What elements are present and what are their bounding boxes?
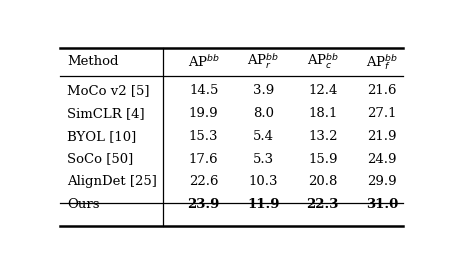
- Text: 18.1: 18.1: [308, 107, 336, 120]
- Text: 14.5: 14.5: [189, 84, 218, 97]
- Text: SimCLR [4]: SimCLR [4]: [67, 107, 144, 120]
- Text: 3.9: 3.9: [252, 84, 273, 97]
- Text: 10.3: 10.3: [248, 175, 277, 188]
- Text: 15.9: 15.9: [307, 152, 337, 166]
- Text: 15.3: 15.3: [189, 130, 218, 143]
- Text: Method: Method: [67, 55, 118, 68]
- Text: AP$^{bb}$: AP$^{bb}$: [187, 54, 219, 70]
- Text: 11.9: 11.9: [246, 198, 279, 211]
- Text: BYOL [10]: BYOL [10]: [67, 130, 136, 143]
- Text: 22.3: 22.3: [306, 198, 338, 211]
- Text: SoCo [50]: SoCo [50]: [67, 152, 133, 166]
- Text: Ours: Ours: [67, 198, 99, 211]
- Text: 20.8: 20.8: [308, 175, 336, 188]
- Text: 24.9: 24.9: [367, 152, 396, 166]
- Text: 31.0: 31.0: [365, 198, 397, 211]
- Text: 21.6: 21.6: [367, 84, 396, 97]
- Text: 8.0: 8.0: [252, 107, 273, 120]
- Text: 21.9: 21.9: [367, 130, 396, 143]
- Text: 19.9: 19.9: [189, 107, 218, 120]
- Text: 5.3: 5.3: [252, 152, 273, 166]
- Text: 27.1: 27.1: [367, 107, 396, 120]
- Text: 5.4: 5.4: [252, 130, 273, 143]
- Text: 22.6: 22.6: [189, 175, 218, 188]
- Text: MoCo v2 [5]: MoCo v2 [5]: [67, 84, 149, 97]
- Text: AP$_{f}^{bb}$: AP$_{f}^{bb}$: [365, 52, 397, 71]
- Text: 29.9: 29.9: [367, 175, 396, 188]
- Text: AP$_{r}^{bb}$: AP$_{r}^{bb}$: [247, 52, 279, 71]
- Text: 17.6: 17.6: [189, 152, 218, 166]
- Text: AlignDet [25]: AlignDet [25]: [67, 175, 156, 188]
- Text: 13.2: 13.2: [307, 130, 337, 143]
- Text: 23.9: 23.9: [187, 198, 219, 211]
- Text: 12.4: 12.4: [308, 84, 336, 97]
- Text: AP$_{c}^{bb}$: AP$_{c}^{bb}$: [306, 52, 338, 71]
